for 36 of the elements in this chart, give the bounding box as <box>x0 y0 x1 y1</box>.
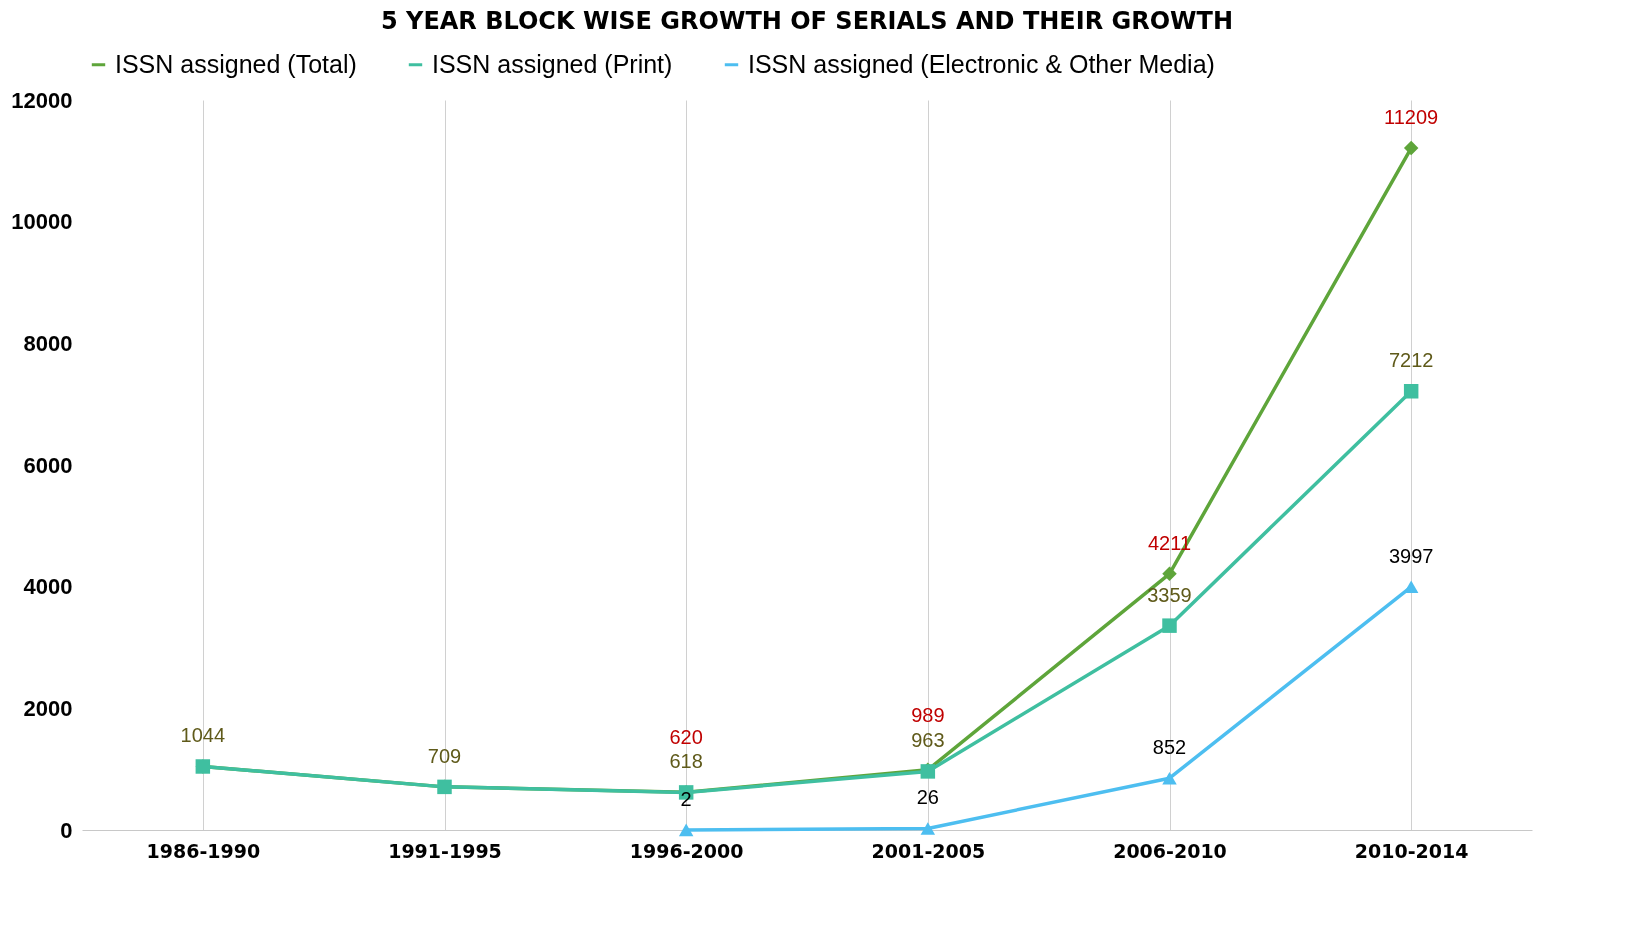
point <box>1162 771 1177 785</box>
data-label: 989 <box>911 703 945 726</box>
data-label: 620 <box>669 726 703 749</box>
x-tick-label: 2006-2010 <box>1113 839 1227 862</box>
y-tick-label: 4000 <box>23 574 73 600</box>
legend-label: ISSN assigned (Electronic & Other Media) <box>748 49 1215 78</box>
x-tick-label: 1991-1995 <box>388 839 502 862</box>
y-tick-label: 12000 <box>11 87 73 113</box>
chart-title: 5 YEAR BLOCK WISE GROWTH OF SERIALS AND THEIR GROWTH <box>380 7 1234 35</box>
data-label: 26 <box>916 786 939 809</box>
x-tick-label: 1996-2000 <box>629 839 744 862</box>
y-tick-label: 10000 <box>11 209 73 235</box>
x-tick-label: 2010-2014 <box>1354 839 1469 862</box>
legend-label: ISSN assigned (Total) <box>115 49 357 78</box>
data-label: 3359 <box>1147 583 1192 606</box>
data-label: 963 <box>911 729 945 752</box>
y-tick-label: 6000 <box>23 452 73 478</box>
data-label: 1044 <box>180 724 226 747</box>
legend-label: ISSN assigned (Print) <box>432 49 673 78</box>
point <box>920 822 936 835</box>
data-label: 852 <box>1152 736 1187 759</box>
point <box>1403 384 1419 399</box>
point <box>1403 140 1419 156</box>
data-label: 3997 <box>1388 544 1434 567</box>
point <box>1162 618 1177 633</box>
data-label: 7212 <box>1388 349 1434 372</box>
y-tick-label: 2000 <box>23 695 73 721</box>
y-tick-label: 8000 <box>23 330 73 356</box>
point <box>678 823 694 837</box>
data-label: 618 <box>669 750 703 773</box>
x-tick-label: 1986-1990 <box>146 839 261 862</box>
x-tick-label: 2001-2005 <box>871 839 986 862</box>
y-tick-label: 0 <box>60 817 73 843</box>
data-label: 709 <box>427 744 462 767</box>
point <box>1162 566 1177 582</box>
data-label: 11209 <box>1384 106 1439 129</box>
